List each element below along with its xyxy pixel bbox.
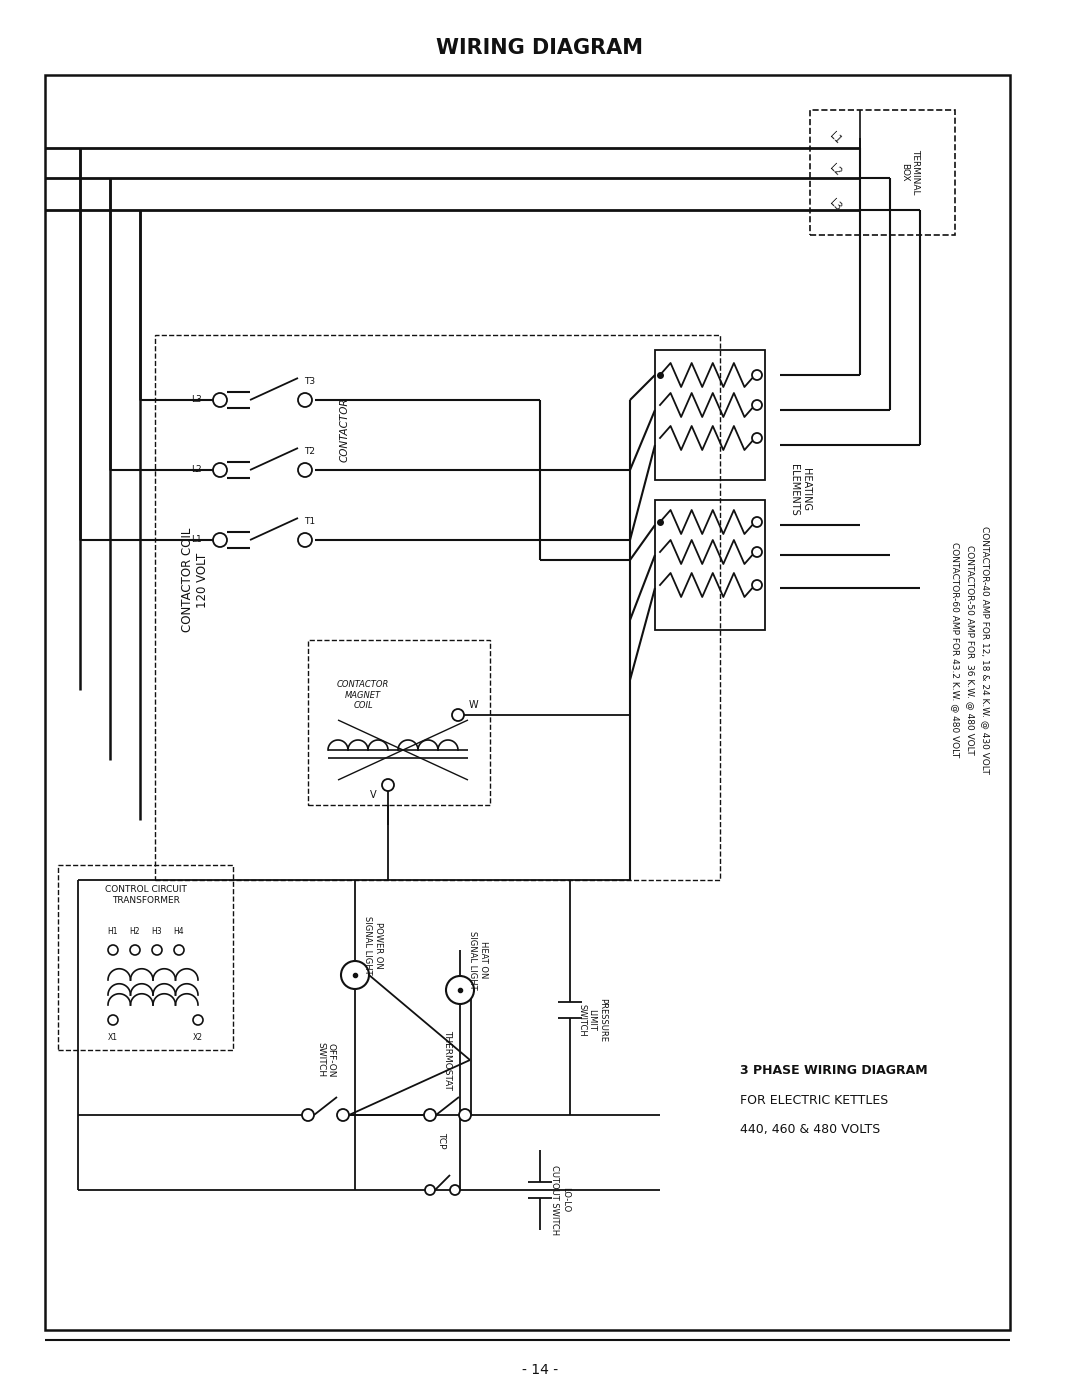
Text: H3: H3 bbox=[151, 928, 162, 936]
Circle shape bbox=[752, 548, 762, 557]
Text: CONTACTOR COIL
120 VOLT: CONTACTOR COIL 120 VOLT bbox=[181, 528, 210, 633]
Circle shape bbox=[453, 710, 464, 721]
Text: THERMOSTAT: THERMOSTAT bbox=[444, 1030, 453, 1090]
Text: L1: L1 bbox=[827, 130, 842, 145]
Circle shape bbox=[193, 1016, 203, 1025]
Text: CONTACTOR-60 AMP FOR 43.2 K.W. @ 480 VOLT: CONTACTOR-60 AMP FOR 43.2 K.W. @ 480 VOL… bbox=[950, 542, 959, 757]
Circle shape bbox=[213, 393, 227, 407]
Circle shape bbox=[450, 1185, 460, 1194]
Text: CONTACTOR: CONTACTOR bbox=[340, 398, 350, 462]
Circle shape bbox=[752, 433, 762, 443]
Text: H4: H4 bbox=[174, 928, 185, 936]
Text: 3 PHASE WIRING DIAGRAM: 3 PHASE WIRING DIAGRAM bbox=[740, 1063, 928, 1077]
Text: CONTROL CIRCUIT
TRANSFORMER: CONTROL CIRCUIT TRANSFORMER bbox=[105, 886, 187, 905]
Bar bbox=[156, 335, 720, 880]
Circle shape bbox=[302, 1109, 314, 1120]
Text: W: W bbox=[469, 700, 477, 710]
Text: - 14 -: - 14 - bbox=[522, 1363, 558, 1377]
Circle shape bbox=[152, 944, 162, 956]
Text: X1: X1 bbox=[108, 1034, 118, 1042]
Text: OFF-ON
SWITCH: OFF-ON SWITCH bbox=[316, 1042, 336, 1077]
Circle shape bbox=[341, 961, 369, 989]
Circle shape bbox=[108, 944, 118, 956]
Text: TCP: TCP bbox=[437, 1132, 446, 1148]
Text: H1: H1 bbox=[108, 928, 118, 936]
Bar bbox=[654, 500, 765, 630]
Text: L2: L2 bbox=[827, 162, 842, 177]
Circle shape bbox=[337, 1109, 349, 1120]
Text: HEAT ON
SIGNAL LIGHT: HEAT ON SIGNAL LIGHT bbox=[469, 930, 488, 989]
Text: V: V bbox=[369, 789, 376, 800]
Circle shape bbox=[752, 580, 762, 590]
Bar bbox=[654, 351, 765, 481]
Circle shape bbox=[459, 1109, 471, 1120]
Text: X2: X2 bbox=[193, 1034, 203, 1042]
Bar bbox=[308, 640, 490, 805]
Circle shape bbox=[752, 400, 762, 409]
Text: TERMINAL
BOX: TERMINAL BOX bbox=[901, 149, 920, 194]
Text: CONTACTOR-40 AMP FOR 12, 18 & 24 K.W. @ 430 VOLT: CONTACTOR-40 AMP FOR 12, 18 & 24 K.W. @ … bbox=[981, 527, 989, 774]
Text: HEATING
ELEMENTS: HEATING ELEMENTS bbox=[789, 464, 811, 515]
Text: LO-LO
CUTOUT SWITCH: LO-LO CUTOUT SWITCH bbox=[551, 1165, 570, 1235]
Text: L3: L3 bbox=[191, 395, 202, 405]
Bar bbox=[810, 110, 955, 235]
Text: T2: T2 bbox=[305, 447, 315, 457]
Text: L3: L3 bbox=[827, 197, 842, 212]
Circle shape bbox=[130, 944, 140, 956]
Text: 440, 460 & 480 VOLTS: 440, 460 & 480 VOLTS bbox=[740, 1123, 880, 1137]
Text: WIRING DIAGRAM: WIRING DIAGRAM bbox=[436, 38, 644, 59]
Text: H2: H2 bbox=[130, 928, 140, 936]
Text: CONTACTOR-50 AMP FOR  36 K.W. @ 480 VOLT: CONTACTOR-50 AMP FOR 36 K.W. @ 480 VOLT bbox=[966, 545, 974, 754]
Circle shape bbox=[108, 1016, 118, 1025]
Circle shape bbox=[752, 370, 762, 380]
Circle shape bbox=[424, 1109, 436, 1120]
Text: CONTACTOR
MAGNET
COIL: CONTACTOR MAGNET COIL bbox=[337, 680, 389, 710]
Text: POWER ON
SIGNAL LIGHT: POWER ON SIGNAL LIGHT bbox=[363, 915, 382, 974]
Circle shape bbox=[298, 393, 312, 407]
Text: T1: T1 bbox=[305, 517, 315, 527]
Circle shape bbox=[382, 780, 394, 791]
Circle shape bbox=[298, 534, 312, 548]
Text: L2: L2 bbox=[191, 465, 202, 475]
Circle shape bbox=[213, 462, 227, 476]
Circle shape bbox=[446, 977, 474, 1004]
Circle shape bbox=[298, 462, 312, 476]
Bar bbox=[45, 75, 1010, 1330]
Bar bbox=[58, 865, 233, 1051]
Circle shape bbox=[213, 534, 227, 548]
Text: FOR ELECTRIC KETTLES: FOR ELECTRIC KETTLES bbox=[740, 1094, 888, 1106]
Text: T3: T3 bbox=[305, 377, 315, 387]
Text: L1: L1 bbox=[191, 535, 202, 545]
Circle shape bbox=[174, 944, 184, 956]
Circle shape bbox=[426, 1185, 435, 1194]
Circle shape bbox=[752, 517, 762, 527]
Text: PRESSURE
LIMIT
SWITCH: PRESSURE LIMIT SWITCH bbox=[577, 997, 607, 1042]
